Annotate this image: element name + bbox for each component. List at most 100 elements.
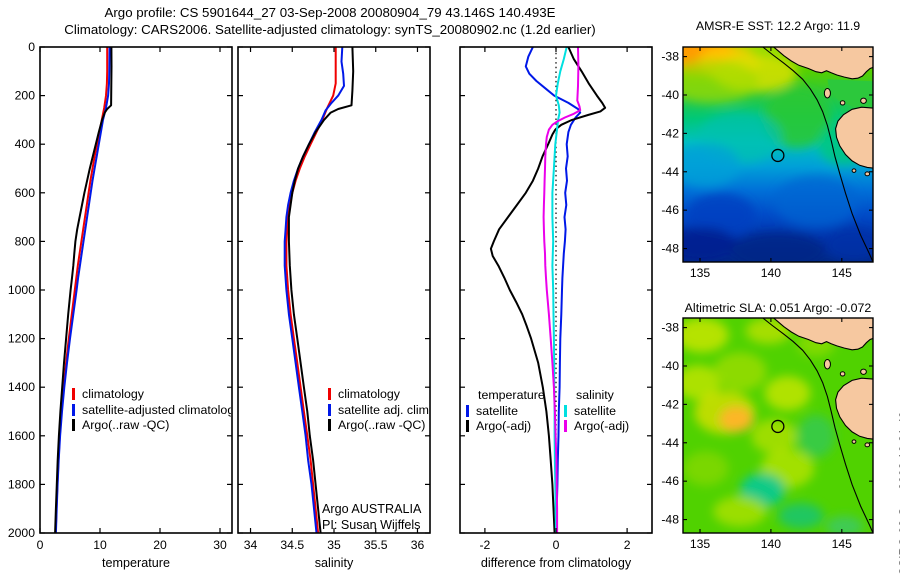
- tick-label: 1800: [8, 477, 35, 491]
- tick-label: 135: [690, 266, 711, 280]
- legend-item: Argo(-adj): [466, 418, 545, 434]
- island: [839, 371, 846, 377]
- australia-landmass: [772, 318, 873, 351]
- island: [860, 368, 867, 375]
- series-salinity-satellite-adjusted-climatology: [283, 46, 345, 534]
- legend-label: climatology: [338, 386, 400, 401]
- legend-label: Argo(-adj): [574, 419, 630, 434]
- tick-label: -48: [661, 513, 679, 527]
- tick-label: 1600: [8, 429, 35, 443]
- tick-label: 2000: [8, 526, 35, 540]
- sla-map-title: Altimetric SLA: 0.051 Argo: -0.072: [684, 301, 872, 315]
- axes-box: [237, 46, 431, 534]
- tick-label: -46: [661, 474, 679, 488]
- tick-label: 600: [15, 186, 36, 200]
- legend-line-swatch: [564, 404, 567, 417]
- legend-line-swatch: [72, 403, 75, 416]
- sst-map-title: AMSR-E SST: 12.2 Argo: 11.9: [695, 19, 861, 33]
- shelf-contour-line: [762, 318, 873, 533]
- island: [860, 97, 867, 104]
- tick-label: 10: [93, 538, 107, 552]
- tick-label: -40: [661, 359, 679, 373]
- legend-line-swatch: [328, 419, 331, 432]
- temperature-axis-label: temperature: [102, 556, 170, 570]
- tick-label: 140: [761, 266, 782, 280]
- legend-item: satellite: [564, 403, 629, 419]
- tick-label: -42: [661, 397, 679, 411]
- legend-label: salinity: [576, 387, 614, 402]
- salinity-axis-label: salinity: [314, 556, 354, 570]
- salinity-panel: 34 34.5 35 35.5 36: [237, 46, 431, 552]
- tick-label: 0: [553, 538, 560, 552]
- figure-title-line1: Argo profile: CS 5901644_27 03-Sep-2008 …: [104, 5, 556, 20]
- tick-label: 30: [213, 538, 227, 552]
- tick-label: 0: [37, 538, 44, 552]
- argo-australia-annotation: Argo AUSTRALIA PI: Susan Wijffels: [322, 501, 421, 533]
- legend-label: satellite-adjusted climatology: [82, 402, 231, 417]
- tasmania-landmass: [835, 106, 873, 169]
- tick-label: 20: [153, 538, 167, 552]
- australia-landmass: [772, 47, 873, 80]
- legend-line-swatch: [72, 419, 75, 432]
- tick-label: -42: [661, 126, 679, 140]
- difference-legend-salinity-column: salinity satellite Argo(-adj): [564, 387, 629, 434]
- tick-label: 145: [832, 266, 853, 280]
- legend-line-swatch: [564, 420, 567, 433]
- tick-label: -38: [661, 50, 679, 64]
- series-difference-temp-satellite-diff: [524, 46, 582, 534]
- series-salinity-climatology: [285, 47, 337, 534]
- legend-label: Argo(-adj): [476, 419, 532, 434]
- legend-item: satellite: [466, 403, 545, 419]
- island: [864, 171, 871, 177]
- annotation-line2: PI: Susan Wijffels: [322, 518, 421, 532]
- series-temperature-argo-raw-qc: [54, 46, 113, 534]
- map-border: [682, 317, 874, 534]
- tasmania-landmass: [835, 377, 873, 440]
- difference-axis-label: difference from climatology: [480, 556, 632, 570]
- legend-item: climatology: [72, 386, 231, 402]
- shelf-contour-line: [762, 47, 873, 262]
- tick-label: 35: [327, 538, 341, 552]
- island: [823, 87, 831, 99]
- series-temperature-climatology: [54, 47, 109, 534]
- temperature-legend: climatology satellite-adjusted climatolog…: [72, 386, 231, 433]
- tick-label: 36: [411, 538, 425, 552]
- legend-label: climatology: [82, 386, 144, 401]
- legend-label: satellite: [574, 403, 617, 418]
- tick-label: 800: [15, 234, 36, 248]
- legend-item: Argo(..raw -QC): [328, 417, 429, 433]
- legend-label: satellite: [476, 403, 519, 418]
- island: [851, 168, 857, 173]
- tick-label: 140: [761, 537, 782, 551]
- legend-column-header: salinity: [564, 387, 629, 403]
- axes-box: [39, 46, 233, 534]
- legend-item: Argo(..raw -QC): [72, 417, 231, 433]
- legend-label: Argo(..raw -QC): [82, 418, 170, 433]
- legend-line-swatch: [328, 403, 331, 416]
- legend-item: satellite-adjusted climatology: [72, 402, 231, 418]
- tick-label: -44: [661, 165, 679, 179]
- salinity-legend: climatology satellite adj. clim. Argo(..ra…: [328, 386, 429, 433]
- tick-label: 35.5: [364, 538, 388, 552]
- field-anomaly-blobs: [683, 318, 864, 533]
- sst-map: 135 140 145 -38 -40 -42 -44 -46 -48: [661, 46, 874, 280]
- float-location-marker: [771, 148, 785, 163]
- legend-item: Argo(-adj): [564, 418, 629, 434]
- temperature-panel: 0 10 20 30 0 200 400 600 800 1000 1200 1400 1600 1800…: [8, 40, 233, 552]
- annotation-line1: Argo AUSTRALIA: [322, 502, 422, 516]
- series-difference-sal-argo-diff: [542, 46, 582, 533]
- figure-title-line2: Climatology: CARS2006. Satellite-adjuste…: [64, 21, 596, 37]
- tick-label: 1200: [8, 332, 35, 346]
- tick-label: 200: [15, 89, 36, 103]
- tick-label: 135: [690, 537, 711, 551]
- float-location-marker: [771, 419, 785, 434]
- tick-label: -2: [479, 538, 490, 552]
- island: [864, 442, 871, 448]
- tick-label: 34.5: [280, 538, 304, 552]
- legend-label: satellite adj. clim.: [338, 402, 429, 417]
- legend-label: temperature: [478, 387, 545, 402]
- tick-label: 1400: [8, 380, 35, 394]
- legend-label: Argo(..raw -QC): [338, 418, 426, 433]
